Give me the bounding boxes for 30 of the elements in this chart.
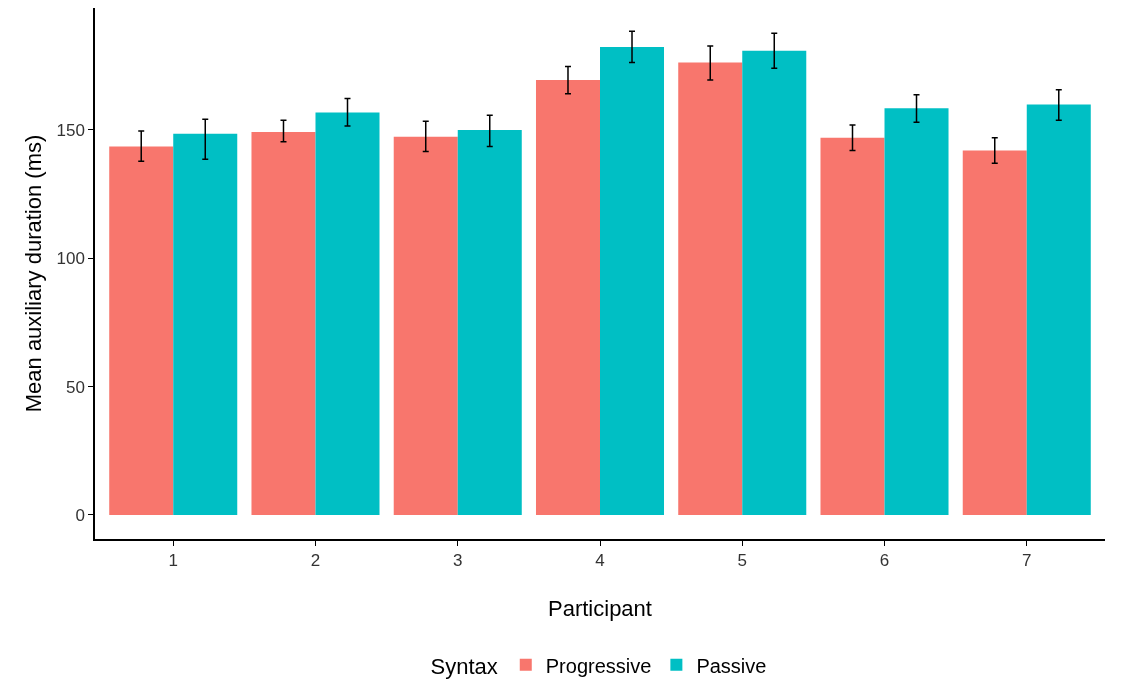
y-tick-label: 150 — [56, 120, 85, 140]
bar — [315, 112, 380, 515]
x-tick-label: 2 — [310, 551, 321, 571]
legend-label: Progressive — [545, 654, 652, 677]
bar — [109, 146, 174, 515]
bar — [820, 137, 885, 515]
bar — [962, 150, 1027, 515]
bar — [535, 80, 600, 515]
y-tick-label: 100 — [56, 249, 85, 269]
y-tick-label: 50 — [65, 377, 85, 397]
bar — [251, 131, 316, 515]
bar — [884, 108, 949, 515]
y-axis-title: Mean auxiliary duration (ms) — [20, 134, 46, 413]
x-axis-title: Participant — [548, 595, 652, 621]
bar — [393, 136, 458, 515]
legend-title: Syntax — [430, 653, 498, 679]
x-tick-label: 6 — [879, 551, 890, 571]
bar — [173, 133, 238, 515]
x-tick-label: 1 — [168, 551, 178, 571]
bar — [457, 129, 522, 515]
bar — [600, 47, 665, 515]
x-tick-label: 5 — [737, 551, 747, 571]
bar — [742, 50, 807, 515]
x-tick-label: 7 — [1022, 551, 1032, 571]
bar — [678, 62, 743, 515]
y-tick-label: 0 — [75, 505, 85, 525]
legend-label: Passive — [696, 654, 767, 677]
bar — [1026, 104, 1091, 515]
x-tick-label: 3 — [453, 551, 463, 571]
x-tick-label: 4 — [595, 551, 605, 571]
